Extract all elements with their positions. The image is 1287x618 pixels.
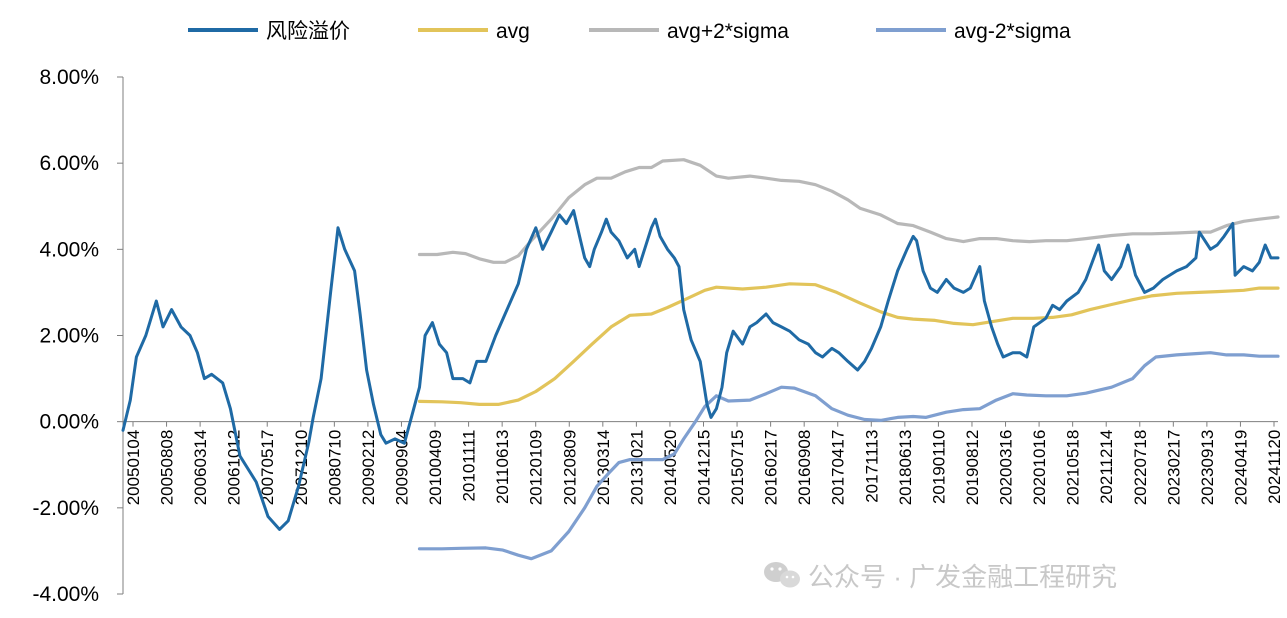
legend-label: 风险溢价 (266, 20, 350, 43)
x-tick-label: 20211214 (1097, 430, 1116, 504)
x-tick-label: 20101111 (460, 430, 479, 502)
x-tick-label: 20120109 (527, 430, 546, 506)
x-tick-label: 20120809 (560, 430, 579, 506)
legend-label: avg (496, 20, 530, 43)
x-tick-label: 20241120 (1265, 430, 1284, 504)
x-tick-label: 20171113 (862, 430, 881, 503)
x-tick-label: 20150715 (728, 430, 747, 506)
x-tick-label: 20100409 (426, 430, 445, 506)
x-tick-label: 20131021 (627, 430, 646, 506)
legend-item-3: avg-2*sigma (876, 20, 1071, 43)
x-tick-label: 20080710 (325, 430, 344, 506)
x-tick-label: 20190110 (929, 430, 948, 504)
legend-item-0: 风险溢价 (188, 20, 350, 43)
x-tick-label: 20140520 (661, 430, 680, 506)
x-tick-label: 20061012 (225, 430, 244, 506)
x-tick-label: 20130314 (594, 430, 613, 506)
x-tick-label: 20190812 (963, 430, 982, 506)
x-tick-label: 20200316 (997, 430, 1016, 506)
x-tick-label: 20110613 (493, 430, 512, 504)
x-tick-label: 20090904 (392, 430, 411, 506)
x-tick-label: 20201016 (1030, 430, 1049, 506)
x-tick-label: 20141215 (695, 430, 714, 506)
x-tick-label: 20050104 (124, 430, 143, 506)
x-tick-label: 20160908 (795, 430, 814, 506)
x-tick-label: 20090212 (359, 430, 378, 506)
legend-item-1: avg (418, 20, 530, 43)
y-tick-label: -2.00% (32, 497, 99, 520)
y-tick-label: 8.00% (39, 66, 99, 89)
x-tick-label: 20050808 (158, 430, 177, 506)
x-tick-label: 20230217 (1164, 430, 1183, 506)
x-tick-label: 20230913 (1198, 430, 1217, 506)
y-tick-label: 0.00% (39, 411, 99, 434)
series-line-0 (121, 209, 1280, 531)
legend-label: avg-2*sigma (954, 20, 1071, 43)
series-line-2 (417, 158, 1280, 264)
x-tick-label: 20220718 (1131, 430, 1150, 506)
x-tick-label: 20160217 (762, 430, 781, 506)
x-tick-label: 20180613 (896, 430, 915, 506)
y-tick-label: 2.00% (39, 325, 99, 348)
watermark-text: 公众号 · 广发金融工程研究 (808, 562, 1117, 592)
series-line-1 (417, 282, 1280, 406)
x-tick-label: 20070517 (258, 430, 277, 506)
series-layer (121, 158, 1280, 561)
y-tick-label: 6.00% (39, 152, 99, 175)
x-tick-label: 20210518 (1064, 430, 1083, 506)
y-tick-label: 4.00% (39, 238, 99, 261)
wechat-icon (764, 562, 800, 588)
x-tick-label: 20240419 (1231, 430, 1250, 506)
legend-label: avg+2*sigma (667, 20, 789, 43)
watermark: 公众号 · 广发金融工程研究 (764, 562, 1117, 592)
series-line-3 (417, 351, 1280, 561)
y-tick-label: -4.00% (32, 583, 99, 606)
y-axis: 8.00% 6.00% 4.00% 2.00% 0.00% -2.00% -4.00% (32, 66, 124, 606)
x-tick-label: 20060314 (191, 430, 210, 506)
x-tick-label: 20170417 (829, 430, 848, 506)
legend: 风险溢价 avg avg+2*sigma avg-2*sigma (188, 20, 1071, 43)
legend-item-2: avg+2*sigma (589, 20, 789, 43)
